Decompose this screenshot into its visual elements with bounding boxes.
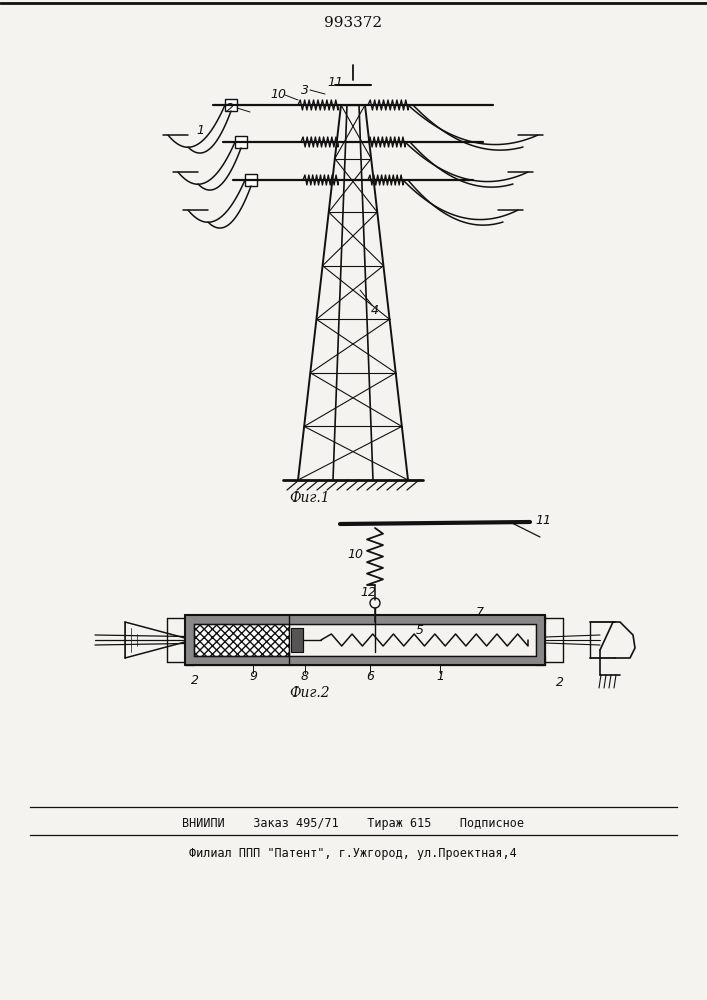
Text: 6: 6 xyxy=(366,670,374,684)
Text: ВНИИПИ    Заказ 495/71    Тираж 615    Подписное: ВНИИПИ Заказ 495/71 Тираж 615 Подписное xyxy=(182,817,524,830)
Text: 4: 4 xyxy=(371,304,379,316)
Bar xyxy=(245,174,257,186)
Text: Фиг.1: Фиг.1 xyxy=(290,491,330,505)
Bar xyxy=(235,136,247,148)
Text: 2: 2 xyxy=(226,102,234,114)
Bar xyxy=(291,628,303,652)
Text: 11: 11 xyxy=(535,514,551,526)
Text: 1: 1 xyxy=(196,123,204,136)
Text: 9: 9 xyxy=(249,670,257,684)
Polygon shape xyxy=(185,615,194,665)
Polygon shape xyxy=(536,615,545,665)
Bar xyxy=(225,99,237,111)
Text: 1: 1 xyxy=(436,670,444,684)
Text: Филиал ППП "Патент", г.Ужгород, ул.Проектная,4: Филиал ППП "Патент", г.Ужгород, ул.Проек… xyxy=(189,847,517,860)
Polygon shape xyxy=(185,656,545,665)
Polygon shape xyxy=(185,615,545,624)
Text: 12: 12 xyxy=(360,586,376,599)
Text: 3: 3 xyxy=(301,84,309,97)
Text: 10: 10 xyxy=(347,548,363,562)
Text: 11: 11 xyxy=(327,77,343,90)
Text: 993372: 993372 xyxy=(324,16,382,30)
Text: 2: 2 xyxy=(191,674,199,686)
Text: Фиг.2: Фиг.2 xyxy=(290,686,330,700)
Bar xyxy=(194,624,289,656)
Text: 8: 8 xyxy=(301,670,309,684)
Text: 5: 5 xyxy=(416,624,424,637)
Text: 2: 2 xyxy=(556,676,564,688)
Text: 7: 7 xyxy=(476,605,484,618)
Text: 10: 10 xyxy=(270,89,286,102)
